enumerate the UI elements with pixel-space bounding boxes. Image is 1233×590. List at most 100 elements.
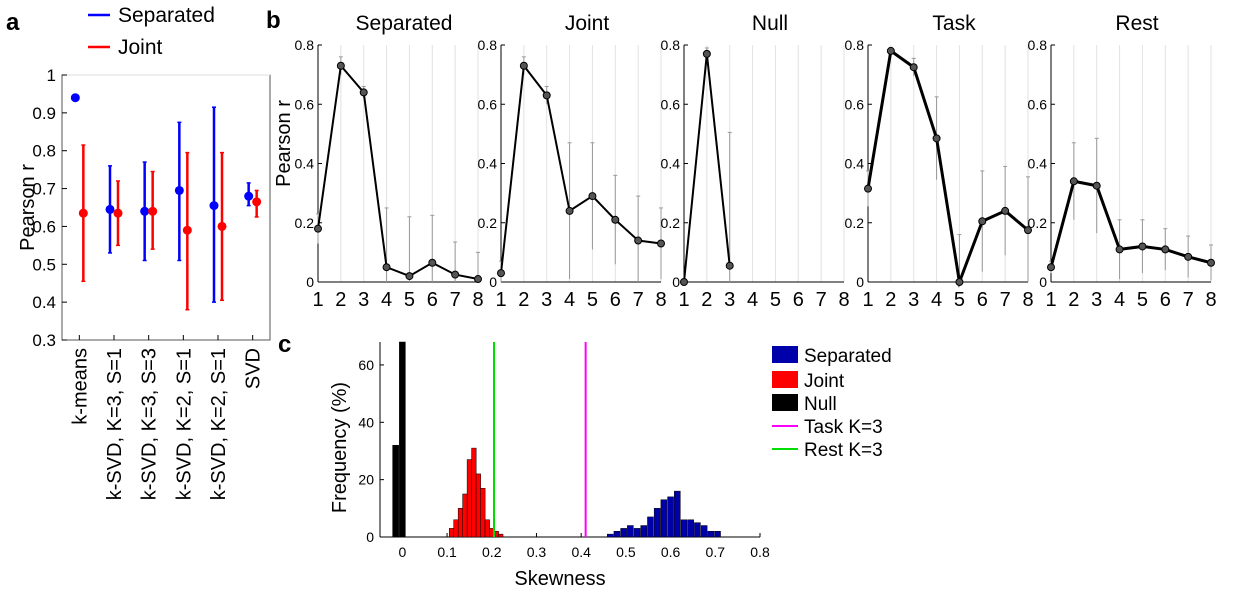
x-tick-label: 6: [793, 289, 804, 311]
panel-c-chart: 0 20 40 60 0 0.1 0.2 0.3 0.4 0.5 0.6 0.7 0.8 Skewness…: [329, 341, 892, 590]
y-tick-label: 0.4: [478, 156, 498, 172]
data-point: [680, 278, 688, 286]
y-axis-label-b: Pearson r: [273, 100, 295, 187]
bar-separated: [606, 533, 614, 538]
bar-separated: [680, 519, 688, 538]
point-separated: [105, 204, 115, 214]
bar-joint: [457, 508, 464, 538]
data-point: [1184, 252, 1193, 261]
x-tick-label: 5: [770, 289, 781, 311]
legend-label-joint: Joint: [804, 371, 845, 392]
legend-swatch-separated: [772, 346, 798, 363]
data-point: [909, 63, 918, 72]
y-tick-label-c: 20: [358, 472, 374, 488]
bar-null: [392, 444, 399, 538]
y-tick-label-a: 0.3: [32, 331, 56, 350]
legend-swatch-joint: [772, 371, 798, 388]
x-tick-label-a: SVD: [243, 348, 265, 389]
y-tick-label: 0.8: [295, 37, 315, 53]
data-point: [1092, 181, 1101, 190]
y-tick-label: 0.4: [295, 156, 315, 172]
bar-separated: [687, 519, 694, 538]
subplot-joint: Joint 0 0.2 0.4 0.6 0.8 1 2 3 4 5 6 7 8: [478, 12, 667, 311]
x-tick-label-c: 0.6: [661, 544, 681, 560]
x-tick-label: 4: [1114, 289, 1125, 311]
x-tick-label: 5: [954, 289, 965, 311]
legend-label-rest-k-3: Rest K=3: [804, 440, 883, 461]
y-tick-label: 0.8: [661, 37, 681, 53]
x-tick-label: 3: [358, 289, 369, 311]
bar-separated: [633, 528, 641, 538]
subplot-title: Null: [752, 12, 788, 35]
x-tick-label: 3: [1091, 289, 1102, 311]
panel-a-chart: 0.3 0.4 0.5 0.6 0.7 0.8 0.9 1 k-means k-SVD, K=3,…: [17, 4, 271, 500]
panel-label-a: a: [6, 9, 20, 36]
x-tick-label-c: 0.7: [706, 544, 726, 560]
data-point: [611, 215, 620, 224]
x-axis-label-c: Skewness: [514, 568, 605, 590]
data-point: [1115, 245, 1124, 254]
point-separated: [70, 93, 80, 103]
data-point: [634, 236, 643, 245]
point-separated: [174, 185, 184, 195]
y-tick-label: 0.8: [478, 37, 498, 53]
legend-label-task-k-3: Task K=3: [804, 417, 883, 438]
x-tick-label: 8: [472, 289, 483, 311]
data-point: [451, 270, 460, 279]
subplot-title: Rest: [1115, 12, 1158, 35]
subplot-task: Task 0 0.2 0.4 0.6 0.8 1 2 3 4 5 6 7 8: [845, 12, 1034, 311]
y-tick-label-c: 0: [366, 529, 374, 545]
point-joint: [78, 208, 88, 218]
data-point: [565, 206, 574, 215]
point-joint: [148, 206, 158, 216]
bar-joint: [462, 493, 468, 538]
point-joint: [217, 221, 227, 231]
y-tick-label-a: 0.7: [32, 180, 56, 199]
bar-separated: [667, 496, 674, 538]
y-tick-label-a: 1: [47, 66, 56, 85]
y-axis-label-a: Pearson r: [17, 164, 39, 251]
y-tick-label: 0.6: [845, 96, 865, 112]
subplot-title: Task: [932, 12, 976, 35]
subplot-rest: Rest 0 0.2 0.4 0.6 0.8 1 2 3 4 5 6 7 8: [1028, 12, 1217, 311]
y-tick-label: 0: [306, 274, 314, 290]
x-tick-label-c: 0.3: [527, 544, 547, 560]
bar-separated: [660, 499, 668, 538]
x-tick-label: 1: [862, 289, 873, 311]
y-tick-label: 0: [856, 274, 864, 290]
y-tick-label: 0.6: [295, 96, 315, 112]
data-point: [864, 184, 872, 193]
bar-separated: [707, 531, 715, 538]
x-tick-label-c: 0.8: [750, 544, 770, 560]
y-tick-label: 0.8: [1028, 37, 1048, 53]
x-tick-label: 4: [747, 289, 758, 311]
bar-joint: [453, 519, 459, 538]
x-tick-label: 1: [495, 289, 506, 311]
data-point: [1138, 242, 1147, 251]
y-tick-label-a: 0.9: [32, 104, 56, 123]
data-point: [336, 61, 345, 70]
bar-separated: [674, 490, 681, 538]
y-tick-label: 0.6: [478, 96, 498, 112]
x-tick-label: 6: [610, 289, 621, 311]
y-tick-label-a: 0.5: [32, 255, 56, 274]
x-tick-label-c: 0.5: [616, 544, 636, 560]
y-tick-label-c: 60: [358, 357, 374, 373]
y-tick-label: 0.2: [661, 215, 681, 231]
x-tick-label: 5: [1137, 289, 1148, 311]
x-tick-label: 2: [335, 289, 346, 311]
data-point: [1001, 206, 1010, 215]
series-line: [317, 63, 479, 281]
data-point: [702, 49, 711, 58]
data-point: [955, 278, 964, 286]
x-tick-label: 5: [404, 289, 415, 311]
bar-separated: [714, 531, 721, 538]
bar-joint: [480, 488, 486, 538]
legend-label-null: Null: [804, 394, 837, 415]
series-line: [866, 48, 1029, 288]
bar-joint: [466, 459, 472, 538]
x-tick-label: 6: [977, 289, 988, 311]
data-point: [474, 275, 482, 284]
data-point: [542, 91, 551, 100]
data-point: [519, 61, 528, 70]
